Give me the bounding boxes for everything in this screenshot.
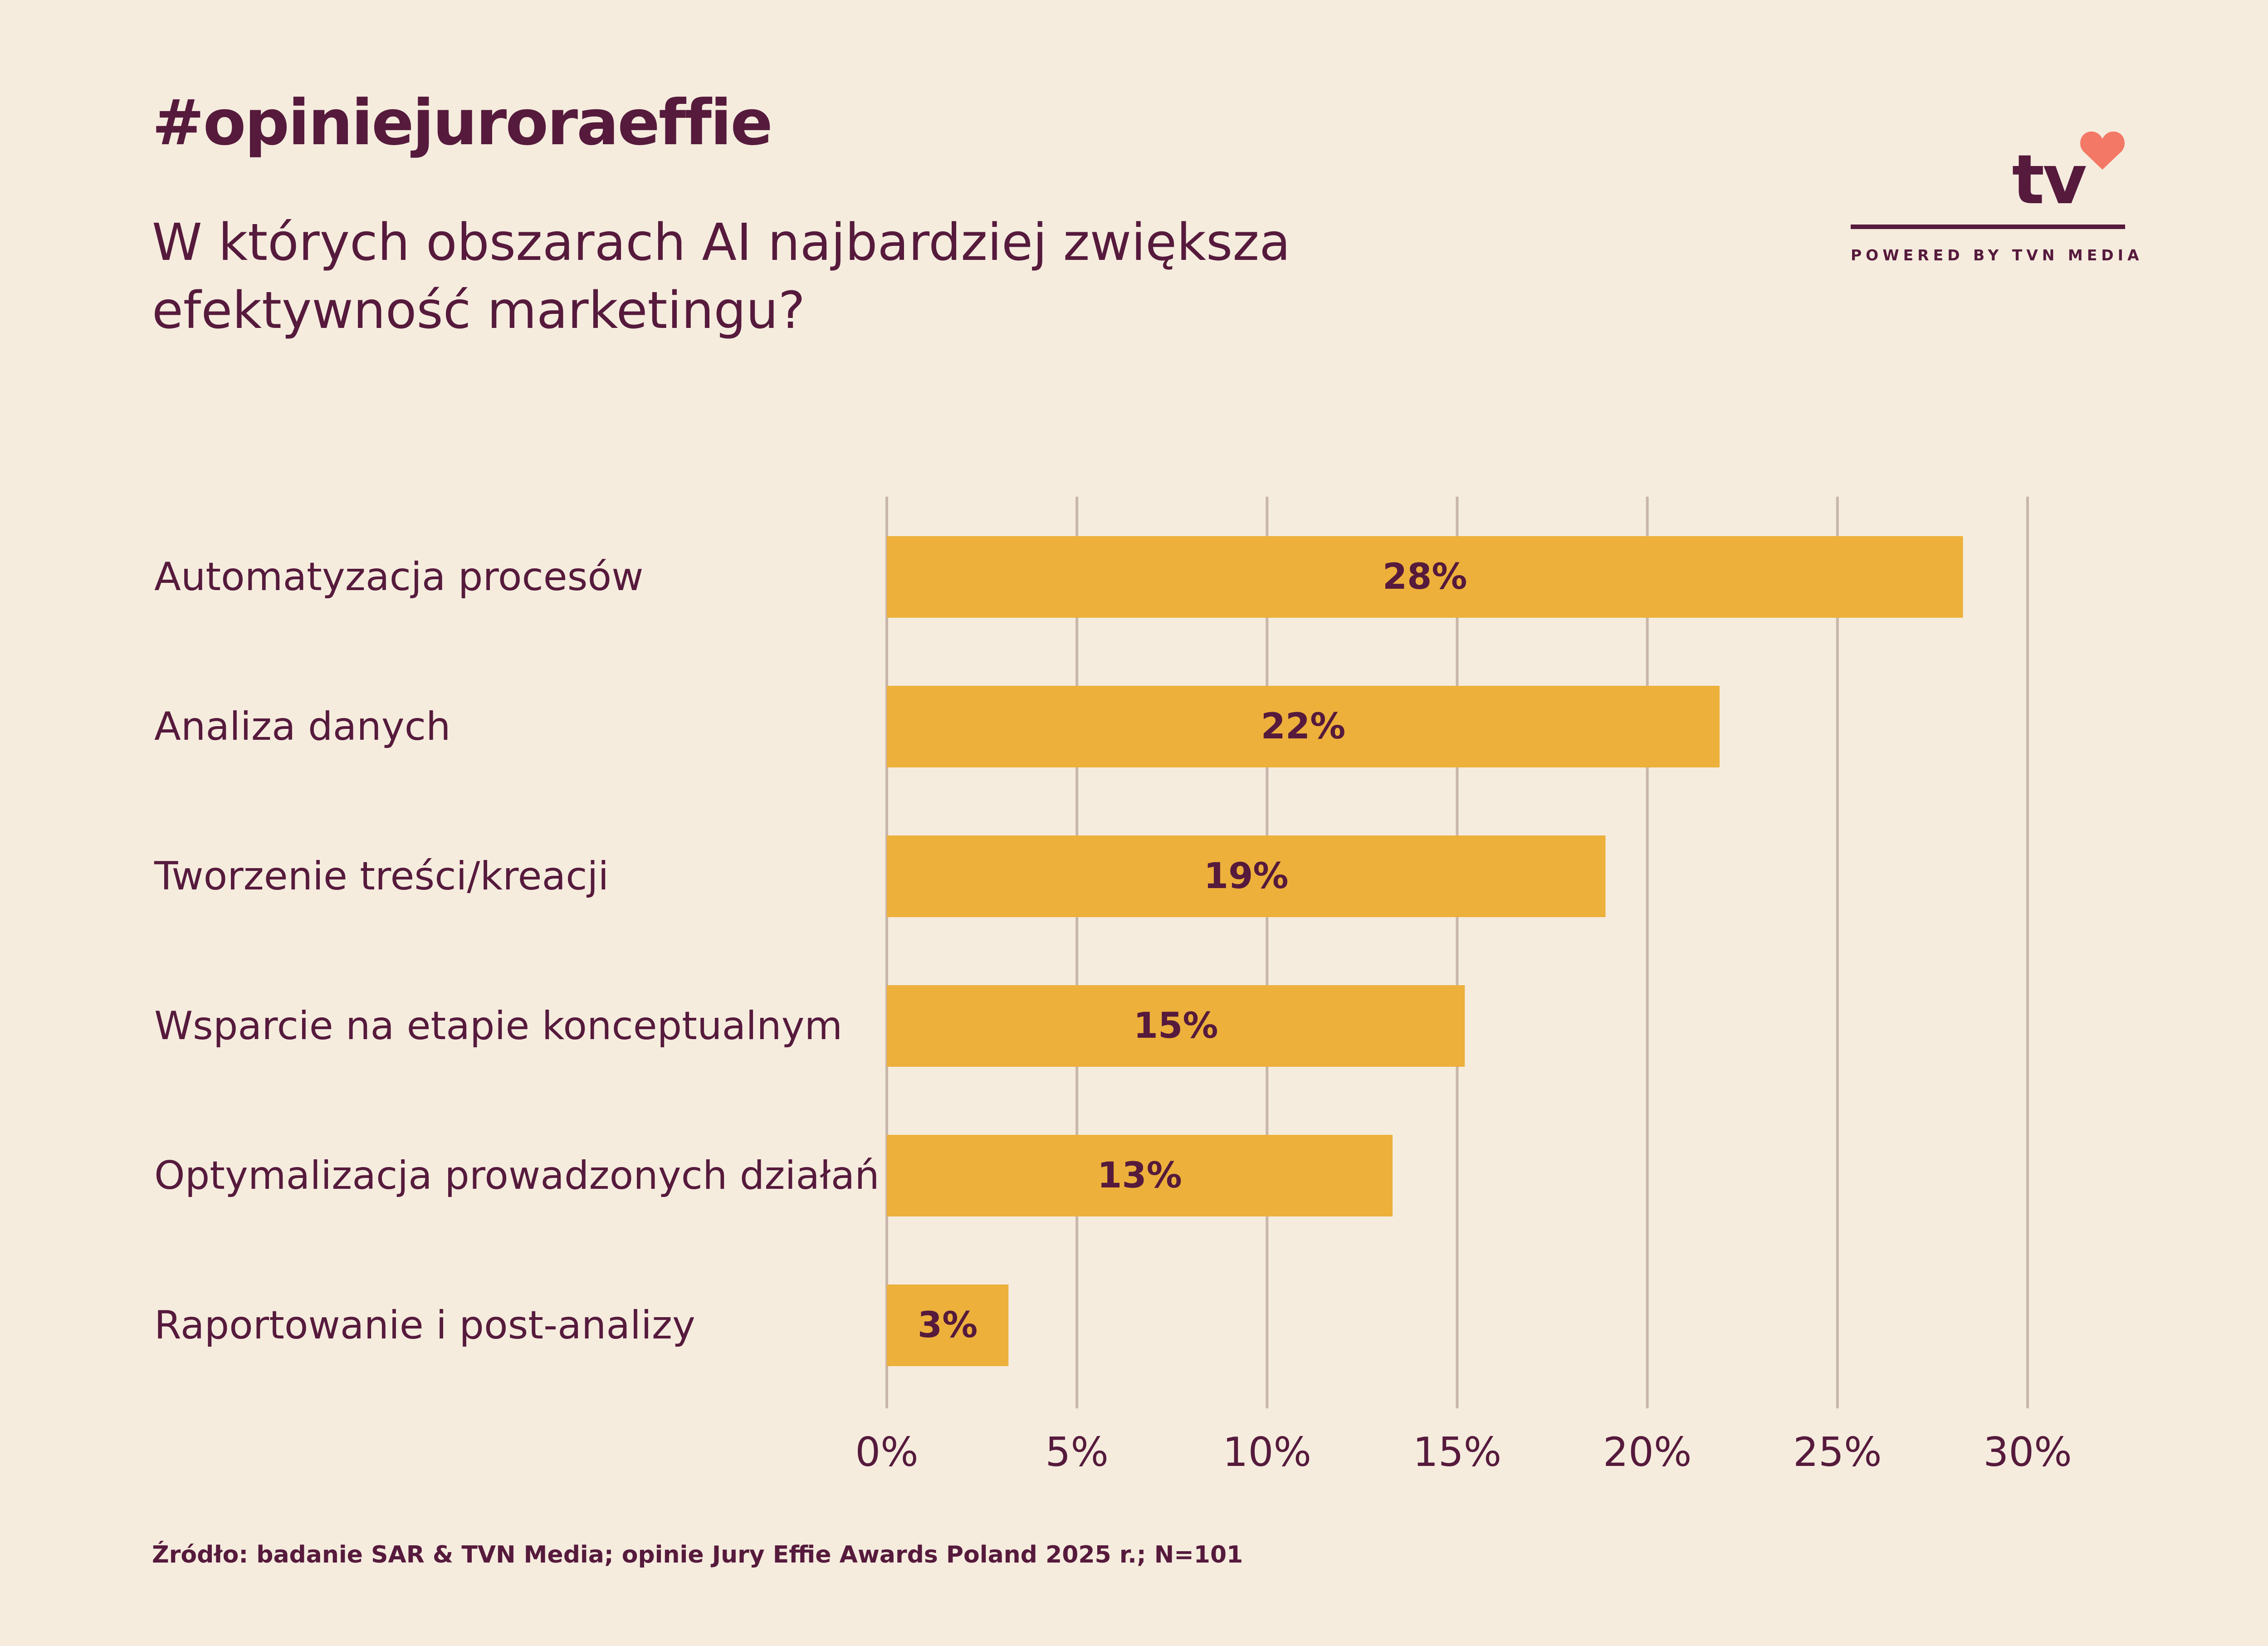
heart-icon [2080,132,2125,170]
chart-question: W których obszarach AI najbardziej zwięk… [152,213,1290,340]
x-tick-label: 0% [855,1429,919,1475]
bar-value-label: 3% [918,1305,978,1346]
category-label: Analiza danych [154,704,450,749]
category-label: Wsparcie na etapie konceptualnym [154,1003,842,1049]
category-label: Raportowanie i post-analizy [154,1303,695,1348]
x-tick-label: 25% [1793,1429,1882,1475]
category-label: Tworzenie treści/kreacji [154,854,609,899]
x-tick-label: 10% [1223,1429,1312,1475]
logo-text: tv [2012,141,2087,220]
bar [887,1285,1009,1366]
page-title: #opiniejuroraeffie [152,86,773,159]
bar-value-label: 28% [1383,557,1467,597]
bar-value-label: 22% [1261,706,1346,747]
bar [887,985,1465,1067]
source-note: Źródło: badanie SAR & TVN Media; opinie … [152,1541,1243,1568]
category-labels: Automatyzacja procesów Analiza danych Twor… [154,554,880,1348]
bar-value-label: 19% [1204,856,1289,897]
x-axis-tick-labels: 0% 5% 10% 15% 20% 25% 30% [855,1429,2072,1475]
x-tick-label: 20% [1603,1429,1692,1475]
value-labels: 28% 22% 19% 15% 13% 3% [918,557,1467,1346]
category-label: Automatyzacja procesów [154,554,643,600]
x-tick-label: 15% [1413,1429,1502,1475]
category-label: Optymalizacja prowadzonych działań [154,1153,880,1198]
bar [887,1135,1393,1216]
x-tick-label: 30% [1983,1429,2072,1475]
tvn-logo: tv POWERED BY TVN MEDIA [1851,127,2143,272]
bars [887,536,1963,1366]
grid-lines [885,497,2029,1408]
bar [887,686,1720,767]
logo-divider [1851,225,2125,229]
bar-value-label: 13% [1097,1155,1182,1196]
bar [887,835,1606,917]
bar-chart: Automatyzacja procesów Analiza danych Twor… [154,497,2072,1475]
bar [887,536,1963,618]
logo-tagline: POWERED BY TVN MEDIA [1851,246,2143,264]
x-tick-label: 5% [1045,1429,1109,1475]
bar-value-label: 15% [1134,1006,1218,1046]
